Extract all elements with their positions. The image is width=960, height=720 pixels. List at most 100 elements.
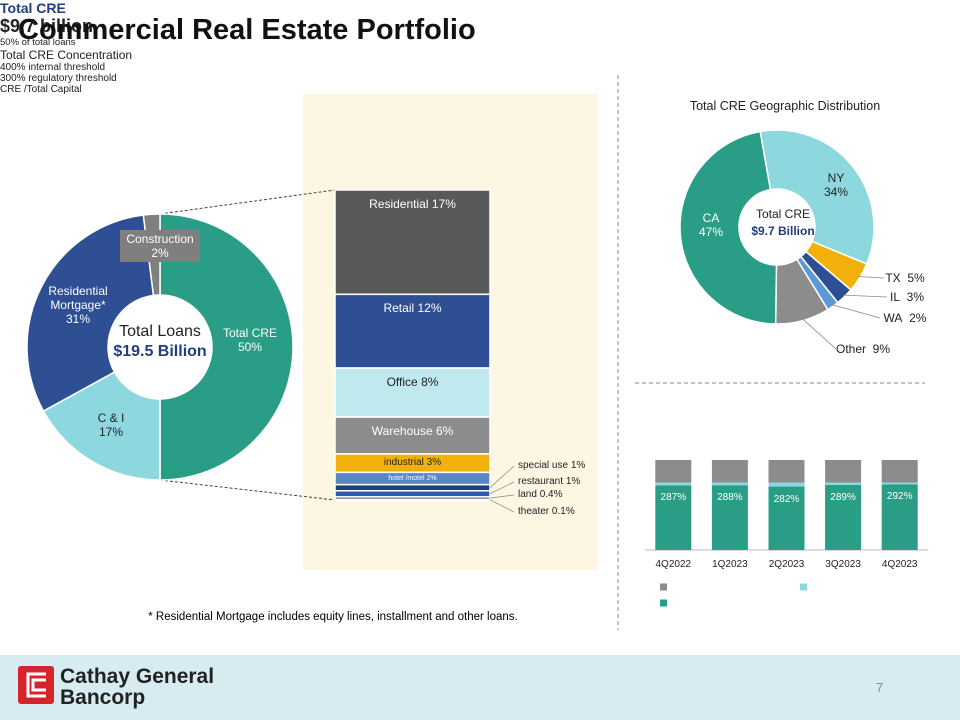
slice-name: Other xyxy=(835,342,866,356)
slice-value: 2% xyxy=(909,311,927,325)
slice-label: IL 3% xyxy=(890,290,924,304)
stack-segment xyxy=(334,483,491,492)
bar-segment xyxy=(655,482,692,486)
segment-value: 12% xyxy=(417,301,442,316)
segment-label: Warehouse 6% xyxy=(372,424,454,438)
slice-label: C & I 17% xyxy=(66,411,156,439)
donut-slice xyxy=(679,130,778,325)
segment-value: 2% xyxy=(426,474,437,482)
slice-label: Other 9% xyxy=(836,342,890,356)
segment-name: Warehouse xyxy=(371,424,433,439)
segment-label: industrial 3% xyxy=(384,456,441,470)
logo-square xyxy=(18,666,54,704)
bar-segment xyxy=(825,460,862,483)
bar-segment xyxy=(711,460,748,483)
slice-value: 3% xyxy=(906,290,925,304)
slice-name: Total CRE xyxy=(222,326,278,340)
leader-line xyxy=(489,499,515,513)
segment-label: theater 0.1% xyxy=(518,505,575,519)
segment-name: Office xyxy=(386,375,418,390)
segment-name: Residential xyxy=(369,197,429,211)
x-tick-label: 4Q2023 xyxy=(881,559,918,570)
segment-value: 1% xyxy=(570,460,586,471)
slice-name: Residential Mortgage* xyxy=(48,284,108,312)
slice-value: 9% xyxy=(872,342,891,356)
x-tick-label: 1Q2023 xyxy=(712,559,748,570)
leader-line xyxy=(489,465,515,488)
bar-segment xyxy=(768,460,805,483)
segment-label: Residential 17% xyxy=(369,197,456,211)
bar-segment xyxy=(711,482,748,486)
bar-segment xyxy=(825,484,862,550)
center-title: Total Loans xyxy=(119,323,201,340)
stack-segment xyxy=(334,367,491,418)
segment-label: hotel /motel 2% xyxy=(388,475,436,483)
segment-name: restaurant xyxy=(518,476,564,487)
page-number: 7 xyxy=(876,680,884,695)
slice-value: 47% xyxy=(698,225,724,239)
legend-swatch xyxy=(800,583,807,591)
value-label: 288% xyxy=(717,492,743,504)
segment-name: hotel /motel xyxy=(388,474,425,482)
legend-swatch xyxy=(660,599,667,607)
stack-segment xyxy=(334,416,491,455)
bar-segment xyxy=(825,482,862,485)
slice-label: CA 47% xyxy=(666,211,756,239)
slice-label: Residential Mortgage* 31% xyxy=(38,284,118,326)
center-value: $19.5 Billion xyxy=(113,343,207,360)
logo-mark xyxy=(26,672,46,698)
logo-icon xyxy=(18,666,54,704)
legend-label: CRE /Total Capital xyxy=(0,84,82,95)
x-tick-label: 2Q2023 xyxy=(768,559,805,570)
footer-band xyxy=(0,655,960,720)
logo-text: Cathay General Bancorp xyxy=(60,666,214,708)
bar-segment xyxy=(768,486,805,550)
donut-slice xyxy=(26,214,155,413)
donut-slice xyxy=(42,371,161,481)
stack-segment xyxy=(334,490,491,498)
stack-segment xyxy=(334,293,491,369)
bar-segment xyxy=(711,485,748,550)
chart-title: Total CRE Geographic Distribution xyxy=(689,99,881,113)
value-label: 292% xyxy=(886,491,913,503)
footnote: * Residential Mortgage includes equity l… xyxy=(148,611,518,623)
donut-slice xyxy=(159,213,294,481)
bar-segment xyxy=(655,460,692,483)
chart-note: 50% of total loans xyxy=(0,37,76,48)
segment-label: Retail 12% xyxy=(383,301,441,315)
legend-label: 400% internal threshold xyxy=(0,62,106,73)
segment-value: 6% xyxy=(435,424,454,439)
bar-segment xyxy=(881,460,918,483)
x-tick-label: 3Q2023 xyxy=(825,559,861,570)
page-title: Commercial Real Estate Portfolio xyxy=(18,14,476,46)
slice-label: TX 5% xyxy=(885,271,924,285)
leader-line xyxy=(489,494,515,499)
slice-value: 50% xyxy=(237,340,263,354)
logo-line: Cathay General xyxy=(60,665,215,688)
segment-name: land xyxy=(518,489,537,500)
segment-name: special use xyxy=(518,460,569,471)
leader-line xyxy=(843,294,888,298)
slice-name: C & I xyxy=(97,411,125,425)
chart-title: Total CRE xyxy=(0,0,66,16)
leader-line xyxy=(858,276,885,279)
legend-swatch xyxy=(660,583,667,591)
segment-name: theater xyxy=(518,506,550,517)
chart-title: Total CRE Concentration xyxy=(0,48,133,62)
slice-name: WA xyxy=(883,311,903,325)
value-label: 287% xyxy=(660,492,687,504)
value-label: 289% xyxy=(830,491,856,503)
slice-value: 5% xyxy=(907,271,925,285)
chart-subtitle: $9.7 billion xyxy=(0,16,94,36)
center-title: Total CRE xyxy=(755,207,811,221)
slice-name: TX xyxy=(885,271,901,285)
slice-label: NY 34% xyxy=(791,171,881,199)
leader-line xyxy=(489,481,515,495)
segment-value: 0.4% xyxy=(539,489,563,500)
segment-value: 17% xyxy=(431,197,456,211)
legend-label: 300% regulatory threshold xyxy=(0,73,117,84)
donut-slice xyxy=(759,129,875,265)
segment-value: 8% xyxy=(421,375,439,390)
bar-segment xyxy=(768,482,805,487)
